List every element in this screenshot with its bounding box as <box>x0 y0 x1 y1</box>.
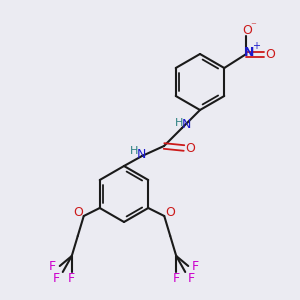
Text: F: F <box>173 272 180 286</box>
Text: H: H <box>175 118 183 128</box>
Text: N: N <box>244 46 254 59</box>
Text: +: + <box>252 41 260 51</box>
Text: F: F <box>192 260 199 272</box>
Text: H: H <box>130 146 138 156</box>
Text: O: O <box>73 206 83 220</box>
Text: O: O <box>265 47 275 61</box>
Text: O: O <box>165 206 175 220</box>
Text: ⁻: ⁻ <box>250 21 256 31</box>
Text: F: F <box>68 272 75 286</box>
Text: F: F <box>49 260 56 272</box>
Text: O: O <box>185 142 195 154</box>
Text: F: F <box>53 272 60 286</box>
Text: O: O <box>242 25 252 38</box>
Text: N: N <box>181 118 191 131</box>
Text: N: N <box>136 148 146 160</box>
Text: F: F <box>188 272 195 286</box>
